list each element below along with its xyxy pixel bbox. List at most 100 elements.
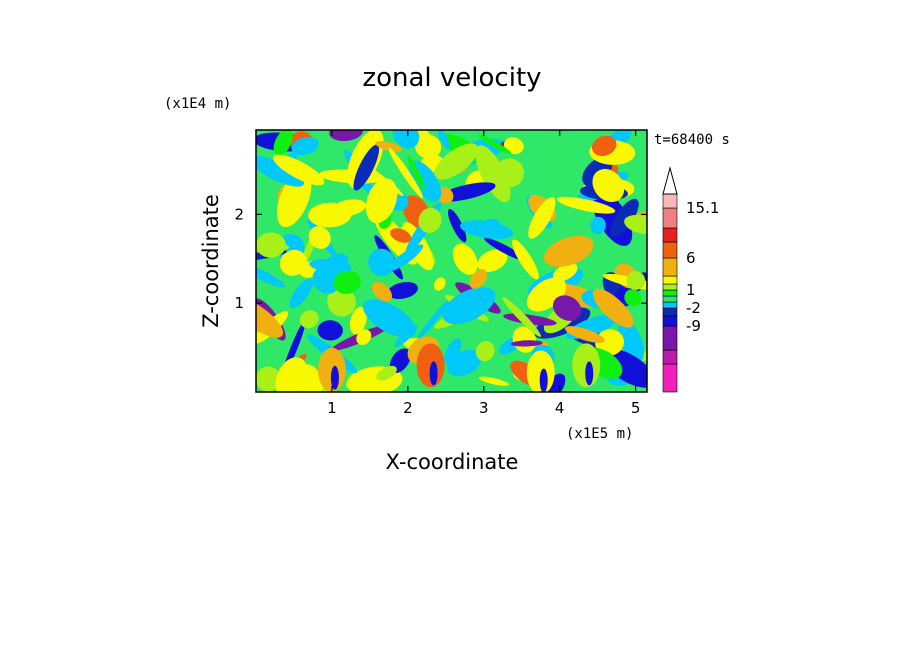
x-ticks: 1 2 3 4 5 <box>327 130 640 417</box>
x-axis-label: X-coordinate <box>386 450 519 474</box>
contour-blob <box>447 208 467 243</box>
contour-blob <box>331 199 367 217</box>
colorbar-segment <box>662 227 678 243</box>
contour-blob <box>469 269 488 289</box>
contour-blob <box>312 267 339 294</box>
colorbar-label: -9 <box>686 317 701 335</box>
contour-blob <box>610 198 639 237</box>
contour-blob <box>299 310 319 329</box>
colorbar-segment <box>662 301 678 309</box>
contour-blob <box>308 226 331 249</box>
contour-blob <box>279 249 307 276</box>
jet-core <box>429 361 438 386</box>
contour-blob <box>329 130 364 142</box>
colorbar-segment <box>662 275 678 285</box>
contour-blob <box>512 239 539 280</box>
contour-blob <box>495 158 524 188</box>
contour-blob <box>433 277 446 291</box>
contour-blob <box>256 155 305 187</box>
contour-blob <box>333 270 362 295</box>
contour-blob <box>376 365 397 381</box>
contour-blob <box>592 168 625 203</box>
contour-blob <box>394 325 418 347</box>
x-tick-label: 3 <box>479 399 489 417</box>
colorbar-segment <box>662 295 678 303</box>
x-tick-label: 5 <box>631 399 641 417</box>
contour-blob <box>564 326 605 343</box>
contour-blob <box>273 130 293 156</box>
colorbar-segment <box>662 289 678 297</box>
jet-feature <box>572 343 601 388</box>
contour-blob <box>256 232 286 258</box>
x-tick-label: 1 <box>327 399 337 417</box>
contour-blob <box>444 338 462 365</box>
contour-blob <box>459 220 514 240</box>
colorbar-extend-arrow <box>662 166 678 195</box>
jet-feature <box>526 350 555 392</box>
contour-blob <box>528 197 556 239</box>
contour-blob <box>477 249 508 273</box>
contour-blob <box>375 141 403 152</box>
contour-blob <box>442 287 496 325</box>
contour-blob <box>349 306 367 335</box>
velocity-field <box>256 130 647 392</box>
contour-blob <box>356 329 372 345</box>
jet-feature <box>317 347 346 392</box>
y-tick-label: 1 <box>234 294 244 312</box>
contour-blob <box>590 216 606 235</box>
contour-blob <box>327 286 356 317</box>
contour-blob <box>256 262 285 288</box>
contour-blob <box>510 340 543 347</box>
contour-blob <box>502 297 541 337</box>
y-tick-label: 2 <box>234 205 244 223</box>
contour-blob <box>595 329 625 356</box>
contour-blob <box>407 155 425 190</box>
contour-blob <box>388 147 424 199</box>
plot-frame <box>255 129 648 393</box>
contour-blob <box>414 134 442 159</box>
colorbar-segment <box>662 193 678 209</box>
colorbar-label: 15.1 <box>686 199 719 217</box>
jet-feature <box>416 343 445 388</box>
chart-title: zonal velocity <box>362 63 541 93</box>
y-axis-label: Z-coordinate <box>199 194 223 328</box>
contour-blob <box>365 178 398 224</box>
contour-blob <box>256 297 284 338</box>
contour-blob <box>626 271 646 290</box>
colorbar-segment <box>662 207 678 229</box>
colorbar-segment <box>662 325 678 351</box>
contour-blob <box>484 237 526 261</box>
contour-blob <box>452 243 478 275</box>
contour-blob <box>592 288 634 328</box>
contour-blob <box>617 319 645 363</box>
contour-blob <box>478 134 512 155</box>
jet-core <box>585 361 594 386</box>
contour-blob <box>256 366 281 392</box>
colorbar-label: 6 <box>686 249 696 267</box>
contour-blob <box>392 130 420 149</box>
contour-blob <box>503 137 524 155</box>
contour-blob <box>552 295 582 321</box>
colorbar-segment <box>662 315 678 327</box>
y-ticks: 12 <box>234 205 647 312</box>
contour-blob <box>362 299 417 338</box>
contour-blob <box>591 135 617 157</box>
colorbar-segment <box>662 349 678 365</box>
colorbar-segment <box>662 257 678 277</box>
x-tick-label: 2 <box>403 399 413 417</box>
contour-blob <box>275 357 308 392</box>
contour-blob <box>624 289 642 307</box>
contour-blob <box>418 207 442 233</box>
colorbar-segment <box>662 307 678 317</box>
contour-blob <box>437 130 450 150</box>
colorbar: 15.1 6 1-2-9 <box>662 166 719 393</box>
contour-blob <box>475 145 511 203</box>
x-tick-label: 4 <box>555 399 565 417</box>
colorbar-segment <box>662 283 678 291</box>
contour-blob <box>434 143 479 180</box>
contour-blob <box>478 376 509 386</box>
contour-blob <box>273 154 325 186</box>
contour-blob <box>475 340 495 362</box>
